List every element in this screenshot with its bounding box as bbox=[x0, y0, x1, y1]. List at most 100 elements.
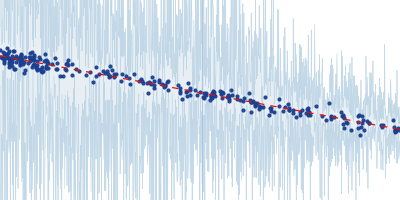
Point bbox=[240, 109, 246, 112]
Point bbox=[119, 73, 125, 76]
Point bbox=[3, 53, 10, 56]
Point bbox=[155, 81, 162, 84]
Point bbox=[11, 56, 17, 59]
Point bbox=[208, 95, 214, 98]
Point bbox=[379, 125, 386, 129]
Point bbox=[162, 83, 168, 86]
Point bbox=[18, 53, 24, 56]
Point bbox=[34, 64, 40, 67]
Point bbox=[258, 105, 264, 108]
Point bbox=[331, 116, 337, 119]
Point bbox=[28, 55, 34, 58]
Point bbox=[93, 74, 100, 78]
Point bbox=[31, 62, 38, 65]
Point bbox=[17, 60, 23, 64]
Point bbox=[118, 80, 124, 83]
Point bbox=[4, 53, 11, 56]
Point bbox=[209, 97, 216, 100]
Point bbox=[22, 69, 28, 72]
Point bbox=[44, 59, 50, 63]
Point bbox=[24, 62, 31, 65]
Point bbox=[21, 60, 27, 63]
Point bbox=[38, 70, 44, 73]
Point bbox=[1, 57, 8, 60]
Point bbox=[6, 50, 12, 53]
Point bbox=[150, 86, 157, 90]
Point bbox=[200, 95, 207, 98]
Point bbox=[64, 64, 71, 67]
Point bbox=[234, 94, 240, 97]
Point bbox=[137, 77, 144, 80]
Point bbox=[136, 79, 142, 83]
Point bbox=[256, 108, 262, 111]
Point bbox=[109, 68, 116, 71]
Point bbox=[270, 110, 277, 113]
Point bbox=[32, 67, 39, 70]
Point bbox=[212, 95, 218, 98]
Point bbox=[326, 101, 332, 105]
Point bbox=[147, 81, 153, 85]
Point bbox=[138, 80, 145, 83]
Point bbox=[358, 125, 365, 128]
Point bbox=[96, 72, 103, 76]
Point bbox=[62, 67, 68, 70]
Point bbox=[266, 114, 272, 117]
Point bbox=[210, 89, 217, 92]
Point bbox=[306, 111, 313, 114]
Point bbox=[218, 96, 225, 99]
Point bbox=[192, 88, 198, 92]
Point bbox=[30, 54, 37, 57]
Point bbox=[286, 109, 292, 112]
Point bbox=[54, 62, 60, 65]
Point bbox=[13, 55, 19, 58]
Point bbox=[208, 91, 215, 94]
Point bbox=[249, 100, 256, 103]
Point bbox=[312, 104, 319, 107]
Point bbox=[304, 107, 310, 111]
Point bbox=[366, 121, 372, 124]
Point bbox=[248, 111, 254, 114]
Point bbox=[340, 114, 346, 117]
Point bbox=[5, 56, 12, 60]
Point bbox=[219, 91, 226, 94]
Point bbox=[9, 54, 15, 58]
Point bbox=[208, 93, 214, 96]
Point bbox=[45, 66, 51, 70]
Point bbox=[0, 55, 4, 58]
Point bbox=[151, 84, 157, 87]
Point bbox=[348, 128, 354, 131]
Point bbox=[165, 80, 171, 83]
Point bbox=[34, 69, 40, 72]
Point bbox=[305, 110, 311, 113]
Point bbox=[0, 48, 4, 52]
Point bbox=[62, 62, 69, 65]
Point bbox=[161, 86, 167, 89]
Point bbox=[18, 54, 25, 57]
Point bbox=[358, 115, 365, 118]
Point bbox=[28, 57, 34, 60]
Point bbox=[76, 69, 82, 73]
Point bbox=[8, 61, 14, 64]
Point bbox=[179, 98, 186, 101]
Point bbox=[340, 114, 346, 117]
Point bbox=[302, 112, 309, 115]
Point bbox=[150, 80, 157, 83]
Point bbox=[225, 95, 232, 98]
Point bbox=[183, 91, 189, 94]
Point bbox=[293, 115, 299, 118]
Point bbox=[203, 92, 210, 95]
Point bbox=[164, 80, 170, 84]
Point bbox=[10, 68, 17, 71]
Point bbox=[156, 79, 162, 82]
Point bbox=[184, 89, 190, 92]
Point bbox=[110, 76, 117, 79]
Point bbox=[34, 68, 41, 71]
Point bbox=[162, 85, 168, 88]
Point bbox=[201, 96, 207, 99]
Point bbox=[41, 52, 48, 56]
Point bbox=[224, 95, 230, 99]
Point bbox=[340, 123, 346, 126]
Point bbox=[21, 72, 27, 75]
Point bbox=[234, 98, 240, 101]
Point bbox=[43, 67, 50, 70]
